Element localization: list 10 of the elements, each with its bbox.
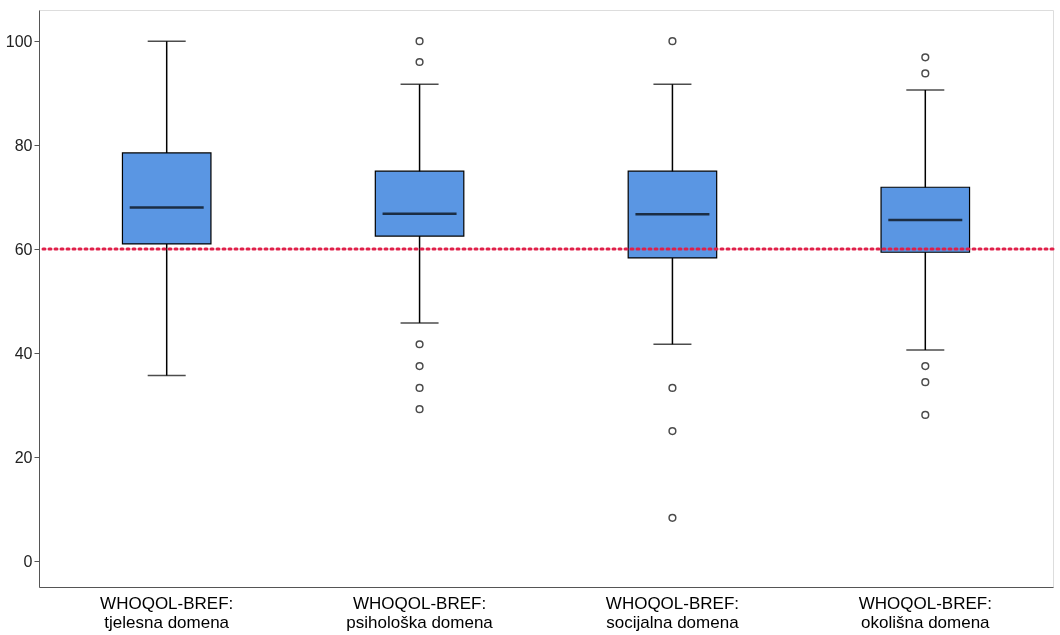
y-tick-label: 0	[23, 552, 33, 570]
y-tick-label: 100	[5, 32, 33, 50]
x-tick-label: WHOQOL-BREF: psihološka domena	[346, 593, 494, 632]
y-tick-label: 40	[14, 344, 33, 362]
x-tick-label: WHOQOL-BREF: okolišna domena	[858, 593, 992, 632]
x-tick-label: WHOQOL-BREF: socijalna domena	[605, 593, 740, 632]
y-tick-label: 80	[14, 136, 33, 154]
x-tick-label: WHOQOL-BREF: tjelesna domena	[100, 593, 234, 632]
y-tick-label: 60	[14, 240, 33, 258]
y-tick-label: 20	[14, 448, 33, 466]
